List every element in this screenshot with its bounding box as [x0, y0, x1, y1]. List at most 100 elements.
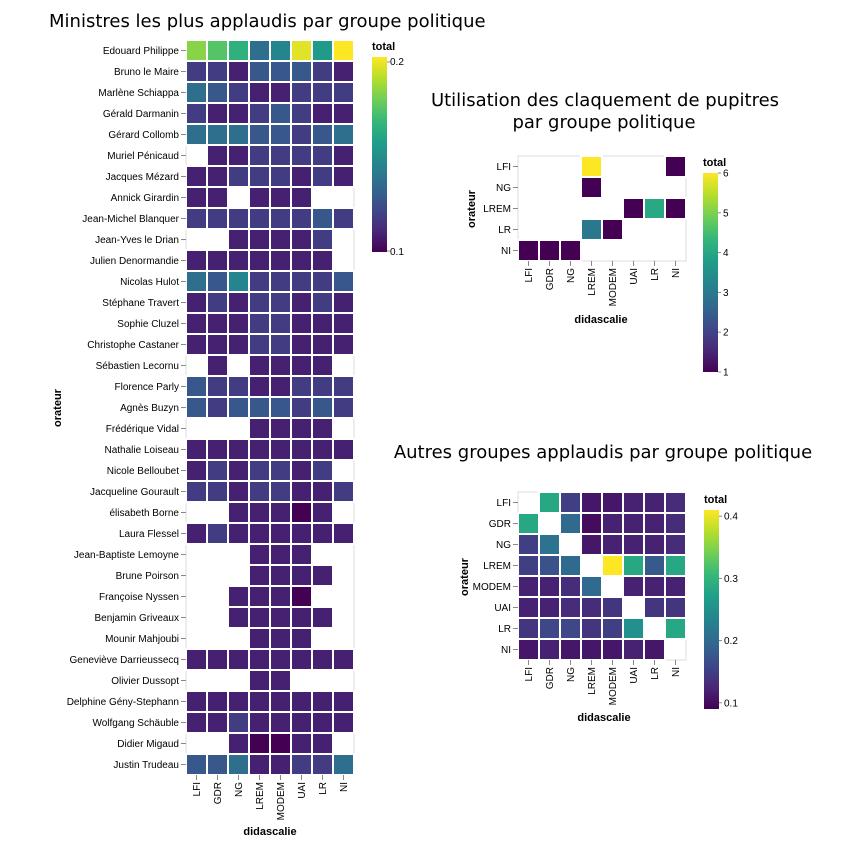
- c1-cell: [248, 480, 271, 503]
- c1-cell: [311, 228, 334, 251]
- c1-cell: [290, 585, 313, 608]
- c1-cell: [227, 375, 250, 398]
- c1-cell: [332, 480, 355, 503]
- c3-x-tick-label: MODEM: [608, 667, 619, 705]
- c3-cell: [664, 617, 687, 640]
- c1-cell: [311, 564, 334, 587]
- c1-cell: [332, 123, 355, 146]
- c1-cell: [290, 459, 313, 482]
- c3-cell: [580, 491, 603, 514]
- c1-cell: [311, 690, 334, 713]
- c1-cell: [332, 648, 355, 671]
- c1-cell: [269, 228, 292, 251]
- c1-cell: [185, 753, 208, 776]
- c3-cell: [622, 575, 645, 598]
- c3-legend-tick-label: 0.2: [724, 636, 738, 647]
- c1-cell: [227, 648, 250, 671]
- c1-cell: [206, 291, 229, 314]
- c1-cell: [248, 333, 271, 356]
- c1-y-tick-label: Justin Trudeau: [113, 760, 179, 771]
- c2-x-tick-label: GDR: [545, 268, 556, 290]
- c3-cell: [643, 575, 666, 598]
- c1-cell: [290, 39, 313, 62]
- c1-cell: [290, 375, 313, 398]
- c1-y-tick-label: Jean-Michel Blanquer: [82, 214, 179, 225]
- chart-3-legend: total 0.4 0.3 0.2 0.1: [704, 494, 738, 709]
- c1-cell: [227, 39, 250, 62]
- c1-cell: [269, 165, 292, 188]
- c1-cell: [185, 291, 208, 314]
- chart-2: Utilisation des claquement de pupitres p…: [431, 90, 779, 379]
- c1-cell: [227, 165, 250, 188]
- c1-cell: [227, 732, 250, 755]
- c1-cell: [311, 165, 334, 188]
- c1-y-tick-label: Florence Parly: [115, 382, 179, 393]
- c1-cell: [248, 186, 271, 209]
- c1-cell: [290, 123, 313, 146]
- c1-y-tick-label: Bruno le Maire: [114, 67, 179, 78]
- c1-x-tick-label: LREM: [255, 782, 266, 810]
- c3-y-tick-label: GDR: [489, 519, 511, 530]
- c1-cell: [227, 207, 250, 230]
- c1-x-tick-label: NI: [339, 782, 350, 792]
- c1-cell: [311, 144, 334, 167]
- c3-cell: [664, 575, 687, 598]
- c1-cell: [185, 711, 208, 734]
- c1-cell: [311, 249, 334, 272]
- chart-1-legend-tick-label: 0.2: [390, 57, 404, 68]
- c1-cell: [269, 543, 292, 566]
- c1-cell: [332, 39, 355, 62]
- c1-cell: [227, 606, 250, 629]
- chart-1-legend-gradient: [372, 57, 387, 252]
- c1-cell: [311, 438, 334, 461]
- c1-y-tick-label: Didier Migaud: [117, 739, 179, 750]
- c1-x-tick-label: LFI: [192, 782, 203, 796]
- chart-1-legend-title: total: [372, 41, 395, 53]
- c1-cell: [185, 165, 208, 188]
- c1-y-tick-label: élisabeth Borne: [110, 508, 180, 519]
- c1-cell: [269, 459, 292, 482]
- c1-cell: [269, 501, 292, 524]
- c3-cell: [538, 575, 561, 598]
- c2-y-tick-label: NG: [496, 183, 511, 194]
- c1-cell: [269, 207, 292, 230]
- c1-cell: [185, 312, 208, 335]
- c1-cell: [290, 438, 313, 461]
- c3-cell: [601, 638, 624, 661]
- c1-cell: [311, 417, 334, 440]
- c1-cell: [248, 753, 271, 776]
- c3-cell: [643, 554, 666, 577]
- c1-cell: [248, 249, 271, 272]
- c2-cell: [622, 197, 645, 220]
- c1-cell: [332, 144, 355, 167]
- c1-cell: [332, 753, 355, 776]
- c1-cell: [311, 606, 334, 629]
- c1-y-tick-label: Nicolas Hulot: [120, 277, 179, 288]
- c2-legend-tick-label: 6: [723, 169, 729, 180]
- chart-2-title-line-2: par groupe politique: [512, 112, 695, 133]
- c3-cell: [559, 554, 582, 577]
- c1-cell: [185, 60, 208, 83]
- c1-y-tick-label: Jean-Yves le Drian: [95, 235, 179, 246]
- c1-cell: [269, 711, 292, 734]
- c1-cell: [248, 375, 271, 398]
- c1-y-tick-label: Sébastien Lecornu: [96, 361, 179, 372]
- c1-cell: [206, 711, 229, 734]
- c1-cell: [311, 333, 334, 356]
- c1-y-tick-label: Jacqueline Gourault: [90, 487, 179, 498]
- c1-cell: [227, 144, 250, 167]
- c3-y-tick-label: LR: [498, 624, 511, 635]
- chart-2-legend-gradient: [703, 173, 718, 372]
- c2-legend-tick-label: 5: [723, 208, 729, 219]
- c1-cell: [185, 396, 208, 419]
- c1-cell: [311, 291, 334, 314]
- c3-cell: [601, 533, 624, 556]
- c3-cell: [517, 512, 540, 535]
- c1-cell: [290, 291, 313, 314]
- c1-cell: [248, 648, 271, 671]
- c1-cell: [269, 753, 292, 776]
- c1-cell: [227, 501, 250, 524]
- chart-1-legend: total 0.2 0.1: [372, 41, 404, 258]
- c2-y-tick-label: LFI: [497, 162, 511, 173]
- c1-cell: [227, 585, 250, 608]
